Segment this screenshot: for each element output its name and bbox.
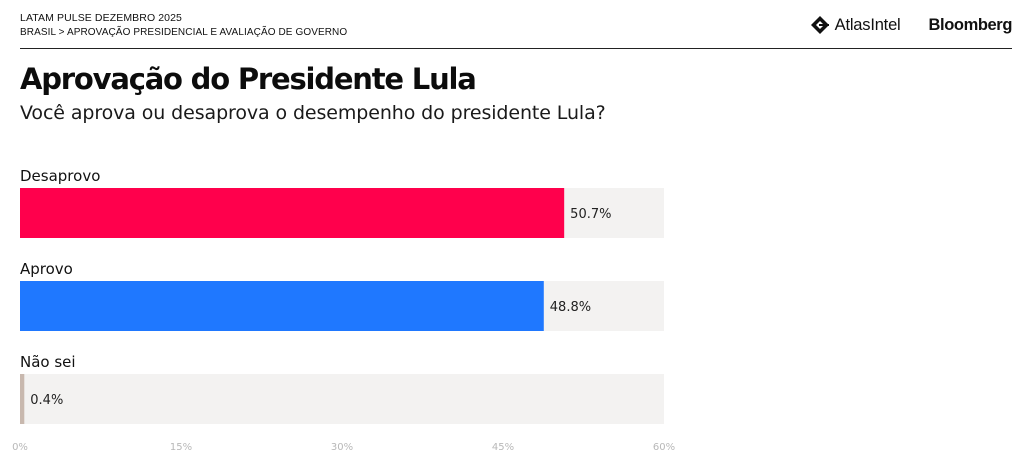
category-label: Desaprovo [20,167,100,185]
category-label: Não sei [20,353,76,371]
bar [20,281,544,331]
breadcrumb: BRASIL > APROVAÇÃO PRESIDENCIAL E AVALIA… [20,27,348,38]
chart-subtitle: Você aprova ou desaprova o desempenho do… [20,102,606,124]
bar [20,374,25,424]
value-label: 48.8% [550,300,591,315]
x-tick-label: 0% [12,442,28,453]
brand-logos: AtlasIntel Bloomberg [810,12,1012,38]
approval-bar-chart: Desaprovo 50.7% Aprovo 48.8% Não sei 0.4% 0% 15… [12,167,675,453]
bar [20,188,565,238]
x-tick-label: 30% [331,442,353,453]
bloomberg-logo: Bloomberg [928,15,1013,34]
chart-title: Aprovação do Presidente Lula [20,62,477,96]
value-label: 0.4% [30,393,63,408]
atlasintel-logo: AtlasIntel [810,15,901,35]
x-tick-label: 60% [653,442,675,453]
x-tick-label: 45% [492,442,514,453]
x-tick-label: 15% [170,442,192,453]
atlasintel-mark-icon [810,16,829,34]
bar-track [20,374,664,424]
report-kicker: LATAM PULSE DEZEMBRO 2025 [20,12,182,24]
report-header: LATAM PULSE DEZEMBRO 2025 BRASIL > APROV… [20,12,1012,49]
value-label: 50.7% [570,207,611,222]
atlasintel-logo-text: AtlasIntel [834,15,901,34]
category-label: Aprovo [20,260,73,278]
